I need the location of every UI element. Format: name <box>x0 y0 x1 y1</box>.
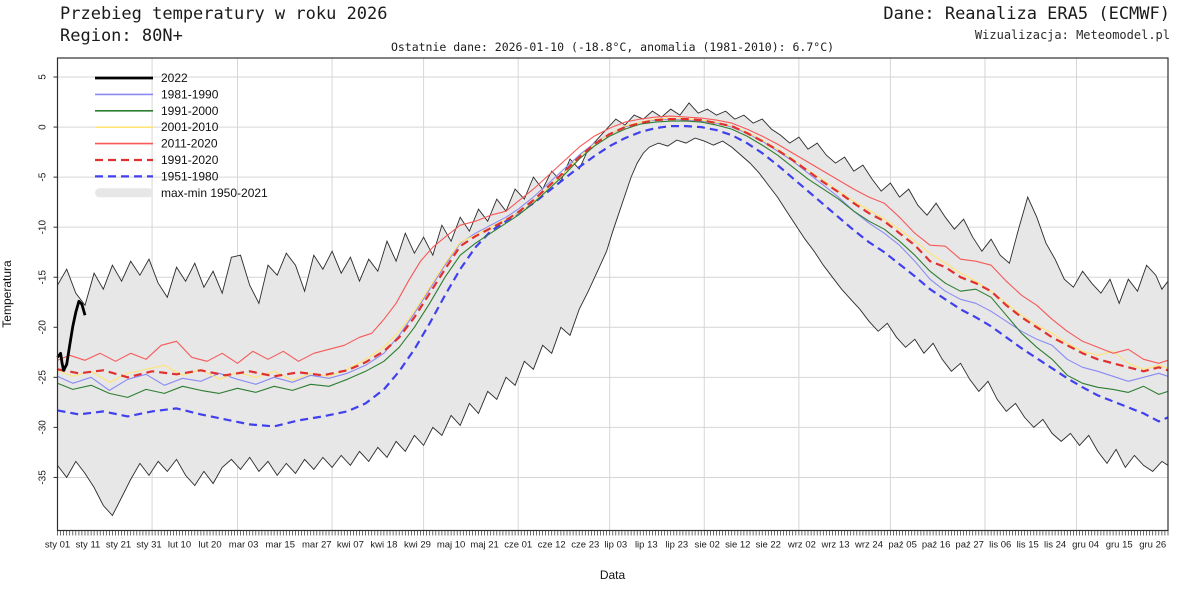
svg-text:1981-1990: 1981-1990 <box>161 87 219 101</box>
svg-text:2001-2010: 2001-2010 <box>161 120 219 134</box>
svg-text:gru 15: gru 15 <box>1106 540 1133 551</box>
svg-text:kwi 18: kwi 18 <box>370 540 397 551</box>
svg-text:lis 06: lis 06 <box>989 540 1011 551</box>
svg-text:0: 0 <box>38 124 49 130</box>
svg-text:-10: -10 <box>38 220 49 235</box>
svg-text:wrz 24: wrz 24 <box>854 540 883 551</box>
legend-item: 1951-1980 <box>95 169 219 183</box>
svg-text:mar 03: mar 03 <box>229 540 259 551</box>
svg-text:sty 21: sty 21 <box>106 540 131 551</box>
legend-item: 2001-2010 <box>95 120 219 134</box>
last-data-subtitle: Ostatnie dane: 2026-01-10 (-18.8°C, anom… <box>390 40 835 54</box>
data-source-label: Dane: Reanaliza ERA5 (ECMWF) <box>883 4 1170 24</box>
visualization-credit: Wizualizacja: Meteomodel.pl <box>974 28 1170 42</box>
svg-text:cze 23: cze 23 <box>571 540 599 551</box>
svg-text:-15: -15 <box>38 270 49 285</box>
svg-text:gru 26: gru 26 <box>1139 540 1166 551</box>
legend-item-band: max-min 1950-2021 <box>95 186 268 200</box>
series-line-1991-2020 <box>57 117 1169 379</box>
svg-text:lip 23: lip 23 <box>665 540 688 551</box>
legend-item: 2011-2020 <box>95 137 218 151</box>
svg-text:mar 15: mar 15 <box>265 540 295 551</box>
series-line-2011-2020 <box>57 115 1169 364</box>
svg-text:1991-2000: 1991-2000 <box>161 104 219 118</box>
region-label: Region: 80N+ <box>60 26 183 46</box>
svg-text:sty 11: sty 11 <box>76 540 101 551</box>
series-line-1951-1980 <box>57 124 1169 428</box>
legend-item: 1991-2020 <box>95 153 219 167</box>
svg-text:1951-1980: 1951-1980 <box>161 169 219 183</box>
svg-text:wrz 13: wrz 13 <box>821 540 850 551</box>
svg-text:lis 24: lis 24 <box>1044 540 1066 551</box>
svg-text:2022: 2022 <box>161 71 188 85</box>
svg-text:-30: -30 <box>38 420 49 435</box>
svg-text:1991-2020: 1991-2020 <box>161 153 219 167</box>
svg-text:maj 10: maj 10 <box>437 540 466 551</box>
legend: 2022 1981-1990 1991-2000 2001-2010 2011-2020… <box>95 71 268 200</box>
svg-text:lut 20: lut 20 <box>198 540 221 551</box>
svg-text:sie 12: sie 12 <box>725 540 750 551</box>
svg-text:sty 31: sty 31 <box>136 540 161 551</box>
svg-text:-5: -5 <box>38 172 49 181</box>
svg-text:cze 01: cze 01 <box>504 540 532 551</box>
svg-text:kwi 07: kwi 07 <box>337 540 364 551</box>
svg-text:lip 03: lip 03 <box>604 540 627 551</box>
svg-text:2011-2020: 2011-2020 <box>161 137 218 151</box>
series-line-1991-2000 <box>57 120 1169 398</box>
svg-text:max-min 1950-2021: max-min 1950-2021 <box>161 186 268 200</box>
svg-text:paź 27: paź 27 <box>955 540 984 551</box>
svg-text:mar 27: mar 27 <box>302 540 332 551</box>
x-axis-title: Data <box>599 568 626 582</box>
svg-text:-35: -35 <box>38 470 49 485</box>
svg-text:wrz 02: wrz 02 <box>787 540 816 551</box>
svg-text:-20: -20 <box>38 320 49 335</box>
x-axis-ticks: sty 01 sty 11 sty 21 sty 31 lut 10 lut 20 mar … <box>45 530 1169 551</box>
page-title: Przebieg temperatury w roku 2026 <box>60 4 388 24</box>
svg-text:paź 16: paź 16 <box>922 540 951 551</box>
svg-text:sie 02: sie 02 <box>695 540 720 551</box>
legend-item: 2022 <box>95 71 188 85</box>
svg-text:maj 21: maj 21 <box>470 540 499 551</box>
svg-text:sty 01: sty 01 <box>45 540 70 551</box>
series-line-2022 <box>56 299 87 372</box>
svg-text:sie 22: sie 22 <box>756 540 781 551</box>
legend-item: 1981-1990 <box>95 87 219 101</box>
svg-text:5: 5 <box>38 74 49 80</box>
svg-text:-25: -25 <box>38 370 49 385</box>
svg-text:gru 04: gru 04 <box>1072 540 1099 551</box>
svg-text:kwi 29: kwi 29 <box>404 540 431 551</box>
y-axis-ticks: 5 0 -5 -10 -15 -20 -25 -30 -35 <box>38 74 58 485</box>
svg-text:lut 10: lut 10 <box>168 540 191 551</box>
svg-text:paź 05: paź 05 <box>888 540 917 551</box>
legend-item: 1991-2000 <box>95 104 219 118</box>
svg-text:cze 12: cze 12 <box>538 540 566 551</box>
svg-text:lip 13: lip 13 <box>635 540 658 551</box>
svg-text:lis 15: lis 15 <box>1017 540 1039 551</box>
minmax-band <box>57 102 1169 517</box>
